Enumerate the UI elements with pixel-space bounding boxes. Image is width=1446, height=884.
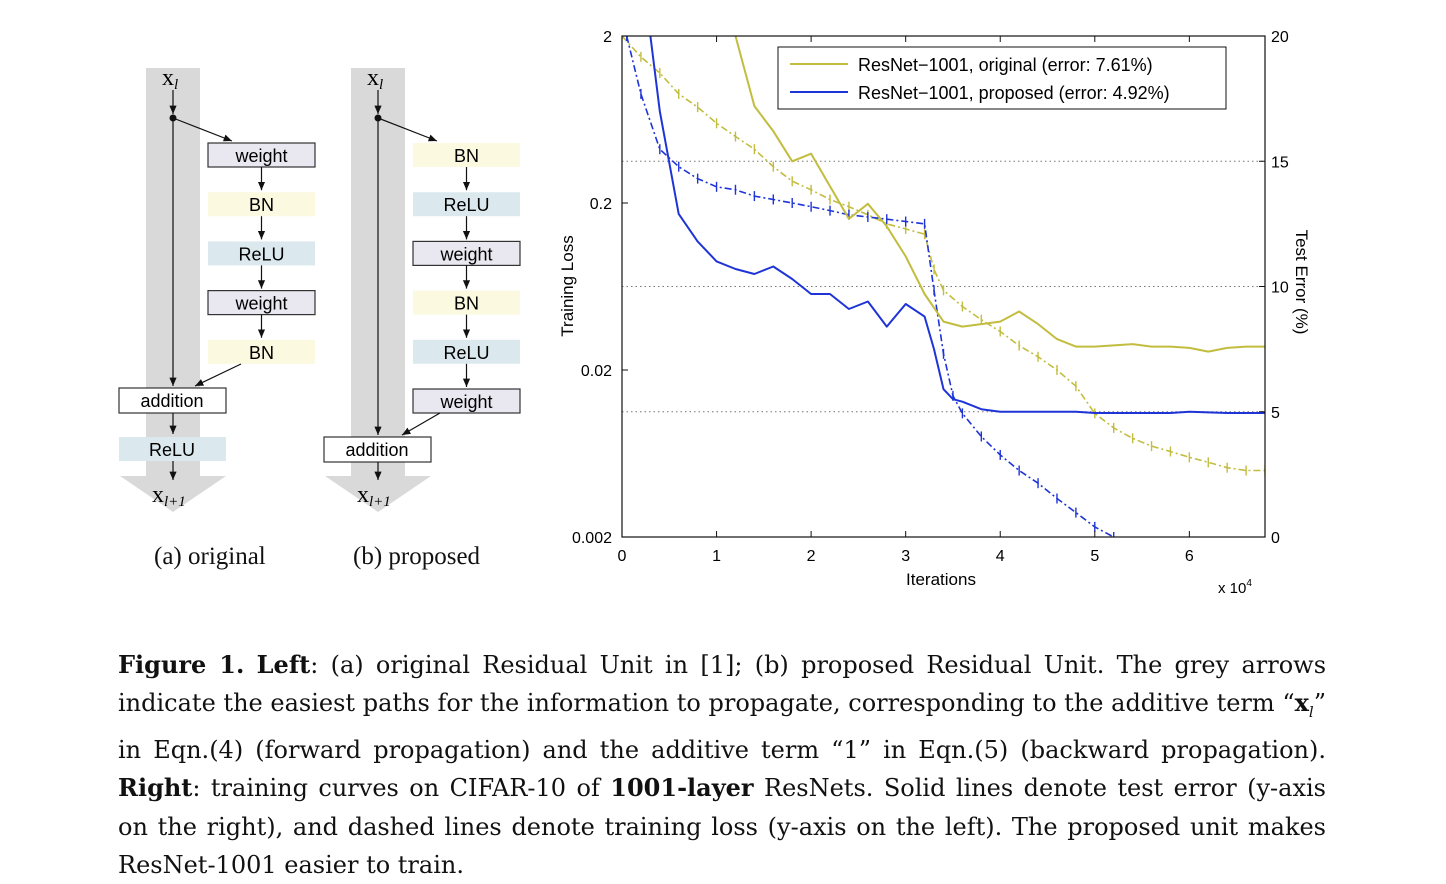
- block-label: weight: [439, 244, 492, 264]
- caption-text: ResNets. Solid lines denote test error (…: [118, 774, 1326, 879]
- block-label: weight: [234, 294, 287, 314]
- addition-label: addition: [140, 391, 203, 411]
- legend-label-original: ResNet−1001, original (error: 7.61%): [858, 55, 1153, 75]
- legend: ResNet−1001, original (error: 7.61%) Res…: [777, 46, 1227, 110]
- block-label: ReLU: [443, 343, 489, 363]
- y-right-tick-label: 10: [1271, 280, 1289, 297]
- addition-block: [118, 387, 227, 414]
- block-relu: [413, 192, 520, 217]
- post-relu-block: [119, 437, 226, 461]
- caption-text: : (a) original Residual Unit in [1]; (b)…: [118, 651, 1327, 718]
- x-tick-label: 3: [901, 548, 910, 565]
- input-label: xl: [367, 65, 383, 93]
- block-label: weight: [439, 392, 492, 412]
- series-1-test-error: [649, 36, 1265, 414]
- block-bn: [413, 290, 520, 315]
- legend-box: [777, 46, 1227, 110]
- addition-block: [323, 436, 432, 463]
- bold-layers: 1001-layer: [610, 773, 754, 803]
- y-right-tick-label: 5: [1271, 405, 1280, 422]
- output-label: xl+1: [152, 482, 186, 510]
- x-tick-label: 5: [1090, 548, 1099, 565]
- series-0-test-error: [734, 36, 1265, 353]
- post-relu-label: ReLU: [149, 440, 195, 460]
- caption-text: : training curves on CIFAR-10 of: [192, 774, 611, 803]
- addition-label: addition: [345, 440, 408, 460]
- block-label: weight: [234, 146, 287, 166]
- figure-caption: Figure 1. Left: (a) original Residual Un…: [118, 646, 1326, 884]
- block-bn: [208, 339, 315, 364]
- input-label: xl: [162, 65, 178, 93]
- x-tick-label: 2: [807, 548, 816, 565]
- y-left-tick-label: 2: [603, 29, 612, 46]
- y-left-tick-label: 0.2: [590, 196, 612, 213]
- block-relu: [413, 339, 520, 364]
- y-right-tick-label: 15: [1271, 154, 1289, 171]
- figure-label: Figure 1.: [118, 650, 245, 679]
- block-bn: [413, 143, 520, 167]
- series-2-training-loss: [622, 36, 1265, 472]
- xl-symbol: xl: [1294, 688, 1314, 721]
- x-tick-label: 4: [996, 548, 1005, 565]
- block-weight: [412, 388, 521, 414]
- y-right-tick-label: 0: [1271, 530, 1280, 547]
- x-axis-label: Iterations: [906, 570, 976, 589]
- block-label: BN: [454, 294, 479, 314]
- caption-original: (a) original: [154, 543, 266, 570]
- block-label: BN: [249, 195, 274, 215]
- block-relu: [208, 241, 315, 266]
- y-axis-left-label: Training Loss: [558, 235, 577, 336]
- diagram-original: xl weight BN ReLU weight BN addition ReLU xl…: [118, 65, 316, 512]
- caption-text: ” in Eqn.(4) (forward propagation) and t…: [118, 689, 1326, 765]
- left-label: Left: [256, 650, 311, 679]
- right-label: Right: [118, 773, 193, 803]
- block-label: ReLU: [443, 195, 489, 215]
- diagram-proposed: xl BN ReLU weight BN ReLU weight addition xl+…: [323, 65, 521, 512]
- y-axis-right-label: Test Error (%): [1292, 230, 1311, 335]
- x-tick-label: 0: [618, 548, 627, 565]
- y-right-tick-label: 20: [1271, 29, 1289, 46]
- block-label: BN: [249, 343, 274, 363]
- x-tick-label: 6: [1185, 548, 1194, 565]
- residual-unit-diagrams: xl weight BN ReLU weight BN addition ReLU xl…: [118, 65, 521, 512]
- y-left-tick-label: 0.002: [572, 530, 612, 547]
- x-tick-label: 1: [712, 548, 721, 565]
- block-label: ReLU: [238, 244, 284, 264]
- y-left-tick-label: 0.02: [581, 363, 612, 380]
- caption-proposed: (b) proposed: [353, 543, 481, 570]
- block-bn: [208, 192, 315, 217]
- block-weight: [207, 290, 316, 316]
- x-multiplier: x 104: [1218, 578, 1252, 597]
- block-label: BN: [454, 146, 479, 166]
- legend-label-proposed: ResNet−1001, proposed (error: 4.92%): [858, 83, 1170, 103]
- output-label: xl+1: [357, 482, 391, 510]
